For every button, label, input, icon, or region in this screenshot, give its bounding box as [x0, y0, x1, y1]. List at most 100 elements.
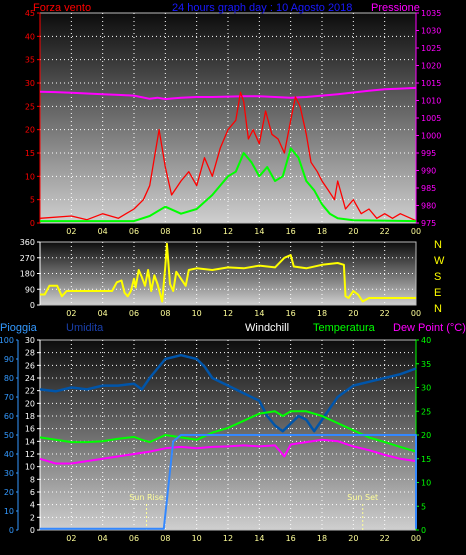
- pressure-axis-tick-label: 995: [421, 149, 436, 158]
- x-tick-label: 14: [254, 309, 264, 318]
- humidity-axis-tick-label: 80: [4, 374, 14, 383]
- x-tick-label: 06: [129, 309, 139, 318]
- x-tick-label: 20: [348, 309, 358, 318]
- temperature-axis-tick-label: 10: [421, 479, 431, 488]
- x-tick-label: 10: [192, 309, 202, 318]
- dewpoint-label: Dew Point (°C): [393, 322, 466, 334]
- pressure-axis-tick-label: 1005: [421, 114, 441, 123]
- compass-south: S: [434, 271, 441, 283]
- pressure-axis-tick-label: 1000: [421, 132, 441, 141]
- rain-axis-tick-label: 28: [25, 349, 35, 358]
- pressure-axis-tick-label: 990: [421, 167, 436, 176]
- temperature-axis-tick-label: 20: [421, 431, 431, 440]
- rain-axis-tick-label: 4: [30, 501, 35, 510]
- humidity-axis-tick-label: 40: [4, 450, 14, 459]
- x-tick-label: 20: [348, 227, 358, 236]
- x-tick-label: 04: [98, 227, 108, 236]
- chart-title: 24 hours graph day : 10 Agosto 2018: [172, 2, 352, 14]
- pressure-axis-tick-label: 1035: [421, 9, 441, 18]
- temperature-axis-tick-label: 30: [421, 384, 431, 393]
- rain-axis-tick-label: 16: [25, 425, 35, 434]
- wind-axis-tick-label: 40: [25, 32, 35, 41]
- dewpoint-series-line: [39, 438, 417, 465]
- rain-axis-tick-label: 12: [25, 450, 35, 459]
- x-tick-label: 04: [98, 309, 108, 318]
- humidity-axis-tick-label: 0: [9, 526, 14, 535]
- x-tick-label: 02: [66, 309, 76, 318]
- pressure-axis-title: Pressione: [371, 2, 420, 14]
- compass-east: E: [434, 287, 441, 299]
- wind-axis-tick-label: 35: [25, 56, 35, 65]
- x-tick-label: 16: [286, 227, 296, 236]
- pressure-axis-tick-label: 1025: [421, 44, 441, 53]
- x-tick-label: 08: [160, 309, 170, 318]
- wind-axis-tick-label: 0: [30, 219, 35, 228]
- x-tick-label: 22: [380, 309, 390, 318]
- humidity-series-line: [39, 353, 417, 433]
- x-tick-label: 12: [223, 534, 233, 543]
- wind-axis-tick-label: 15: [25, 149, 35, 158]
- x-tick-label: 04: [98, 534, 108, 543]
- humidity-axis-tick-label: 50: [4, 431, 14, 440]
- rain-axis-tick-label: 0: [30, 526, 35, 535]
- wind-axis-tick-label: 45: [25, 9, 35, 18]
- humidity-axis-tick-label: 90: [4, 355, 14, 364]
- temperature-axis-tick-label: 25: [421, 407, 431, 416]
- direction-axis-tick-label: 360: [20, 238, 35, 247]
- wind-axis-title: Forza vento: [33, 2, 91, 14]
- x-tick-label: 02: [66, 534, 76, 543]
- x-tick-label: 22: [380, 534, 390, 543]
- sun-marker-label: Sun Set: [347, 493, 378, 502]
- humidity-axis-tick-label: 60: [4, 412, 14, 421]
- windchill-label: Windchill: [245, 322, 289, 334]
- x-tick-label: 00: [411, 309, 421, 318]
- pressure-axis-tick-label: 1030: [421, 27, 441, 36]
- rain-axis-tick-label: 10: [25, 463, 35, 472]
- x-tick-label: 18: [317, 534, 327, 543]
- x-tick-label: 10: [192, 227, 202, 236]
- wind-axis-tick-label: 30: [25, 79, 35, 88]
- x-tick-label: 00: [411, 227, 421, 236]
- wind-axis-tick-label: 10: [25, 172, 35, 181]
- rain-axis-tick-label: 2: [30, 513, 35, 522]
- pressure-axis-tick-label: 1020: [421, 62, 441, 71]
- x-tick-label: 12: [223, 227, 233, 236]
- wind-axis-tick-label: 25: [25, 102, 35, 111]
- humidity-axis-tick-label: 70: [4, 393, 14, 402]
- x-tick-label: 06: [129, 227, 139, 236]
- rain-axis-tick-label: 22: [25, 387, 35, 396]
- x-tick-label: 20: [348, 534, 358, 543]
- x-tick-label: 22: [380, 227, 390, 236]
- wind-direction-series-line: [40, 242, 416, 303]
- temperature-axis-tick-label: 0: [421, 526, 426, 535]
- rain-axis-title: Pioggia: [0, 322, 38, 334]
- pressure-axis-tick-label: 975: [421, 219, 436, 228]
- rain-axis-tick-label: 6: [30, 488, 35, 497]
- temperature-label: Temperatura: [313, 322, 376, 334]
- pressure-axis-tick-label: 1010: [421, 97, 441, 106]
- rain-axis-tick-label: 24: [25, 374, 35, 383]
- humidity-axis-tick-label: 30: [4, 469, 14, 478]
- pressure-series-line: [39, 86, 417, 101]
- x-tick-label: 16: [286, 534, 296, 543]
- rain-axis-tick-label: 8: [30, 475, 35, 484]
- humidity-axis-tick-label: 20: [4, 488, 14, 497]
- wind-axis-tick-label: 5: [30, 196, 35, 205]
- x-tick-label: 14: [254, 227, 264, 236]
- x-tick-label: 00: [411, 534, 421, 543]
- rain-axis-tick-label: 14: [25, 437, 35, 446]
- temperature-axis-tick-label: 40: [421, 336, 431, 345]
- x-tick-label: 12: [223, 309, 233, 318]
- pressure-axis-tick-label: 980: [421, 202, 436, 211]
- rain-axis-tick-label: 30: [25, 336, 35, 345]
- humidity-axis-title: Umidita: [66, 322, 104, 334]
- sun-marker-label: Sun Rise: [129, 493, 164, 502]
- temperature-series-line: [39, 410, 417, 453]
- pressure-axis-tick-label: 1015: [421, 79, 441, 88]
- x-tick-label: 18: [317, 309, 327, 318]
- wind-speed-series-line: [39, 91, 417, 222]
- x-tick-label: 08: [160, 534, 170, 543]
- rain-axis-tick-label: 26: [25, 361, 35, 370]
- rain-axis-tick-label: 20: [25, 399, 35, 408]
